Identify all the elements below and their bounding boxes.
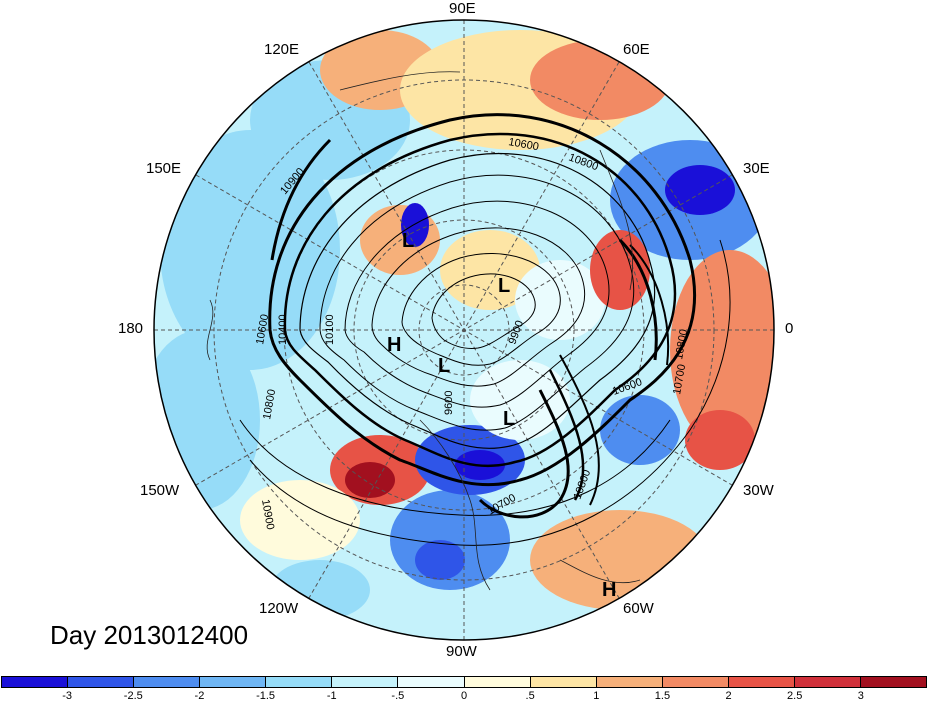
lon-label-150w: 150W <box>140 482 180 499</box>
colorbar-tick-label: 0 <box>460 690 468 702</box>
contour-label: 10600 <box>254 313 271 345</box>
colorbar-swatch <box>662 677 729 687</box>
colorbar-tick-label: 1.5 <box>654 690 671 702</box>
lon-label-0: 0 <box>785 320 794 337</box>
lon-label-90e: 90E <box>449 0 476 17</box>
lon-label-90w: 90W <box>446 643 477 660</box>
high-center: H <box>602 579 616 601</box>
colorbar-swatch <box>794 677 862 687</box>
colorbar-tick-label: -2.5 <box>123 690 143 702</box>
lon-label-120e: 120E <box>264 41 300 58</box>
colorbar-swatch <box>728 677 795 687</box>
contour-label: 10400 <box>277 314 289 345</box>
colorbar-tick-label: 3 <box>857 690 864 702</box>
low-center: L <box>498 275 510 297</box>
coastlines <box>206 71 641 591</box>
colorbar-tick-label: .5 <box>525 690 535 702</box>
contour-label: 10100 <box>324 314 336 345</box>
lon-label-30e: 30E <box>743 160 770 177</box>
lon-label-120w: 120W <box>259 600 299 617</box>
height-contours <box>239 113 731 546</box>
colorbar-tick-label: -.5 <box>391 690 405 702</box>
lon-label-60w: 60W <box>623 600 654 617</box>
contour-label: 10600 <box>507 136 539 153</box>
contour-label: 10900 <box>259 498 276 530</box>
colorbar-swatch <box>332 677 399 687</box>
lon-label-60e: 60E <box>623 41 650 58</box>
colorbar-swatch <box>266 677 333 687</box>
colorbar-swatch <box>530 677 597 687</box>
lon-label-30w: 30W <box>743 482 774 499</box>
contour-label: 9600 <box>443 391 455 415</box>
colorbar-swatch <box>596 677 663 687</box>
low-center: L <box>402 230 414 252</box>
low-center: L <box>438 355 450 377</box>
colorbar-tick-label: 2 <box>725 690 732 702</box>
lon-label-180: 180 <box>118 320 144 337</box>
colorbar-tick-label: -2 <box>194 690 205 702</box>
colorbar <box>1 676 927 688</box>
colorbar-swatch <box>68 677 135 687</box>
colorbar-swatch <box>398 677 465 687</box>
colorbar-swatch <box>200 677 267 687</box>
colorbar-swatch <box>2 677 69 687</box>
contour-label: 10700 <box>671 363 688 395</box>
contour-label: 10800 <box>673 328 690 360</box>
colorbar-swatch <box>134 677 201 687</box>
day-title: Day 2013012400 <box>50 620 249 650</box>
colorbar-tick-label: 1 <box>593 690 600 702</box>
graticule <box>154 20 774 640</box>
colorbar-swatch <box>861 677 927 687</box>
low-center: L <box>503 408 515 430</box>
colorbar-tick-label: 2.5 <box>787 690 803 702</box>
colorbar-swatch <box>464 677 531 687</box>
contour-label: 10800 <box>261 388 278 420</box>
high-center: H <box>387 334 401 356</box>
colorbar-tick-label: -3 <box>62 690 73 702</box>
map-boundary <box>153 19 775 641</box>
colorbar-tick-label: -1.5 <box>256 690 276 702</box>
colorbar-tick-label: -1 <box>326 690 337 702</box>
lon-label-150e: 150E <box>146 160 182 177</box>
